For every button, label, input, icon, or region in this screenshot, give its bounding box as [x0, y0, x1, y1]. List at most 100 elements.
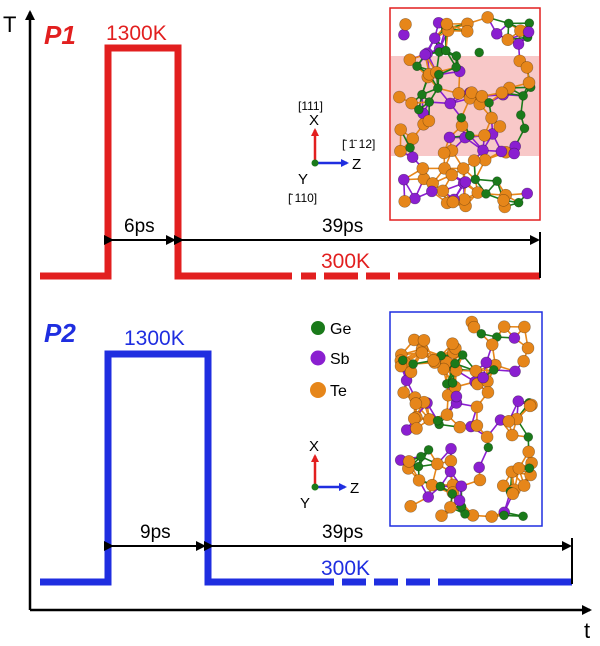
atom-sb	[508, 147, 520, 160]
atom-ge	[433, 83, 443, 94]
atom-te	[440, 408, 454, 422]
atom-te	[473, 473, 487, 487]
atom-sb	[409, 192, 421, 205]
atom-ge	[524, 463, 535, 474]
atom-te	[518, 320, 531, 334]
p1-orientation-triad: X Z Y [111] [̄ 1̄ 12] [̄ 110]	[288, 99, 375, 205]
atom-ge	[397, 355, 408, 366]
atom-ge	[416, 451, 426, 462]
atom-te	[478, 153, 492, 167]
atom-te	[417, 333, 431, 347]
atom-te	[481, 11, 494, 24]
atom-te	[403, 53, 417, 67]
atom-ge	[518, 91, 528, 101]
p1-low-temp: 300K	[321, 250, 370, 273]
atom-ge	[492, 176, 502, 186]
atom-ge	[432, 415, 443, 426]
atom-te	[522, 76, 536, 90]
atom-ge	[451, 51, 462, 61]
atom-te	[517, 479, 531, 492]
atom-te	[481, 386, 495, 399]
atom-sb	[444, 465, 457, 478]
atom-ge	[476, 328, 487, 339]
legend-label-ge: Ge	[330, 321, 351, 338]
atom-sb	[406, 151, 419, 164]
atom-sb	[522, 26, 535, 38]
p2-temperature-profile	[40, 350, 334, 586]
atom-te	[467, 320, 481, 334]
te-marker	[310, 382, 326, 398]
atom-te	[427, 354, 440, 367]
atom-ge	[457, 350, 468, 360]
atom-te	[431, 457, 444, 471]
atom-ge	[516, 110, 526, 120]
atom-te	[394, 144, 407, 158]
atom-ge	[523, 432, 534, 442]
atom-sb	[473, 461, 485, 474]
atom-sb	[450, 390, 463, 403]
atom-te	[399, 18, 412, 31]
atom-sb	[521, 187, 534, 200]
atom-sb	[509, 365, 521, 378]
p2-low-temp: 300K	[321, 557, 370, 580]
atom-te	[402, 455, 416, 468]
atom-ge	[414, 104, 424, 115]
atom-te	[436, 184, 450, 198]
atom-te	[456, 162, 470, 175]
atom-te	[506, 487, 520, 501]
p1-high-temp: 1300K	[106, 22, 167, 45]
atom-te	[495, 86, 509, 100]
atom-sb	[443, 131, 456, 144]
atom-ge	[488, 365, 499, 375]
p1-relax-duration: 39ps	[322, 216, 363, 237]
p1-x-label: X	[309, 112, 319, 129]
legend-label-te: Te	[330, 383, 347, 400]
atom-te	[475, 89, 489, 103]
atom-ge	[413, 461, 424, 472]
atom-te	[460, 25, 474, 38]
atom-te	[452, 87, 465, 100]
atom-ge	[441, 45, 451, 56]
atom-sb	[428, 32, 441, 45]
p1-y-direction: [̄ 110]	[288, 191, 317, 205]
atom-sb	[512, 38, 525, 50]
atom-te	[512, 462, 526, 475]
atom-ge	[518, 511, 528, 522]
p1-label: P1	[44, 20, 76, 50]
ge-marker	[311, 321, 325, 335]
y-axis-label: T	[3, 12, 16, 37]
atom-te	[453, 420, 467, 434]
p2-y-label: Y	[300, 495, 310, 512]
atom-ge	[483, 442, 494, 453]
atom-te	[493, 120, 507, 133]
main-axes: T t	[3, 10, 592, 643]
legend-item-te: Te	[310, 382, 347, 400]
atom-te	[517, 354, 530, 368]
atom-te	[440, 17, 454, 31]
p1-z-label: Z	[352, 156, 361, 173]
atom-ge	[447, 378, 458, 388]
atom-te	[521, 341, 535, 355]
atom-te	[405, 96, 418, 110]
atom-te	[485, 111, 498, 125]
atom-te	[437, 146, 451, 160]
atom-te	[478, 129, 491, 142]
panel-p2: P2 1300K 300K 9ps 39ps X Z Y	[40, 311, 573, 586]
atom-te	[502, 415, 516, 428]
atom-te	[416, 162, 430, 175]
atom-ge	[424, 97, 435, 107]
atom-te	[497, 320, 511, 334]
atom-sb	[444, 97, 457, 110]
atom-ge	[417, 89, 427, 100]
p2-orientation-triad: X Z Y	[300, 438, 359, 512]
p2-label: P2	[44, 318, 76, 348]
atom-sb	[455, 480, 468, 493]
legend-item-ge: Ge	[311, 321, 351, 338]
atom-te	[437, 362, 450, 376]
atom-te	[445, 168, 459, 182]
atom-sb	[480, 356, 493, 369]
p1-temperature-profile	[40, 44, 292, 280]
p1-structure-image	[389, 7, 541, 221]
p2-pulse-duration: 9ps	[140, 522, 171, 543]
